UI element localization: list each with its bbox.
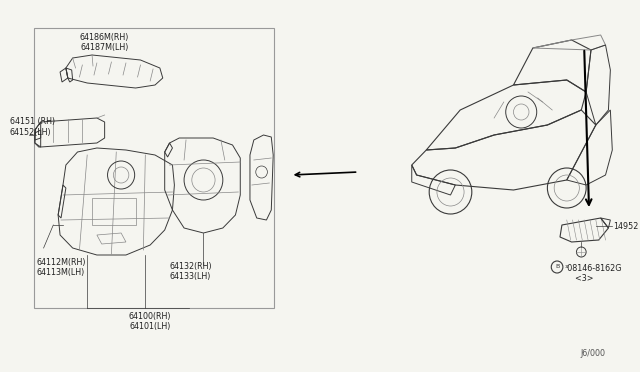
Text: 64100(RH)
64101(LH): 64100(RH) 64101(LH) <box>129 312 172 331</box>
Text: 14952: 14952 <box>613 221 639 231</box>
Text: 64186M(RH)
64187M(LH): 64186M(RH) 64187M(LH) <box>80 33 129 52</box>
Text: B: B <box>555 264 559 269</box>
Text: 64132(RH)
64133(LH): 64132(RH) 64133(LH) <box>170 262 212 281</box>
Text: ³08146-8162G
    <3>: ³08146-8162G <3> <box>565 264 622 283</box>
Text: 64151 (RH)
64152(LH): 64151 (RH) 64152(LH) <box>10 117 55 137</box>
Text: 64112M(RH)
64113M(LH): 64112M(RH) 64113M(LH) <box>37 258 86 278</box>
Text: J6/000: J6/000 <box>580 349 605 358</box>
Bar <box>34 28 274 308</box>
